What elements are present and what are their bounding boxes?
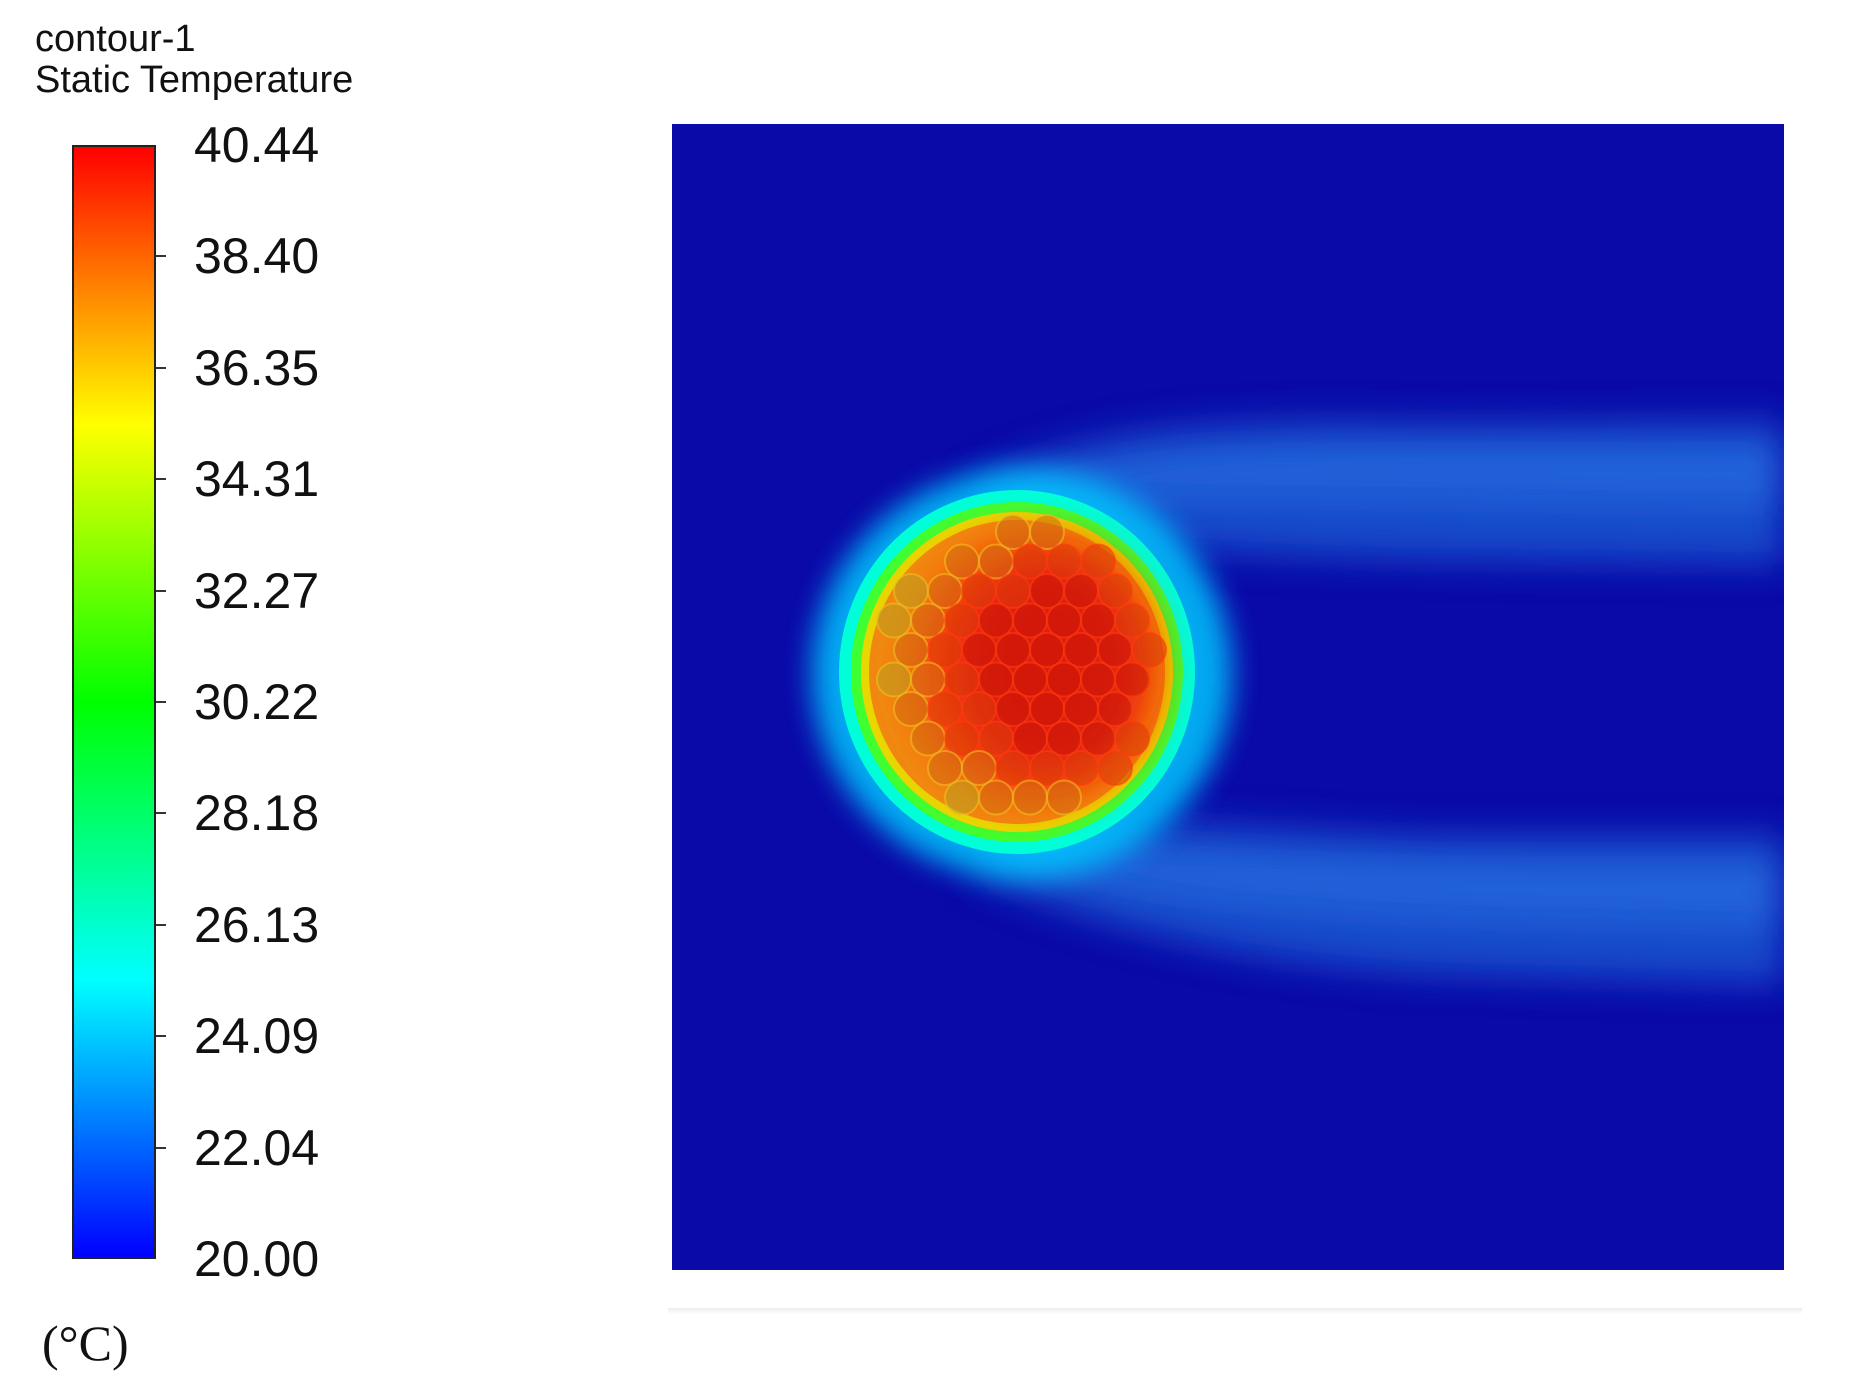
cell bbox=[1097, 750, 1133, 786]
colorbar-tick bbox=[156, 701, 166, 703]
legend-subtitle: Static Temperature bbox=[35, 59, 354, 101]
cell bbox=[910, 720, 946, 757]
wake-upper-inner bbox=[1002, 445, 1784, 504]
cell bbox=[995, 573, 1031, 609]
cell bbox=[944, 720, 980, 757]
cell bbox=[1080, 543, 1116, 580]
cell bbox=[961, 573, 997, 609]
colorbar-tick bbox=[156, 923, 166, 926]
cell bbox=[1063, 750, 1099, 786]
cell bbox=[910, 661, 946, 698]
colorbar-tick bbox=[156, 255, 166, 258]
colorbar-tick-label: 24.09 bbox=[194, 1008, 320, 1065]
cell bbox=[961, 750, 997, 786]
wake-lower-inner bbox=[1012, 839, 1784, 924]
cell bbox=[1080, 602, 1116, 639]
cell bbox=[1097, 632, 1133, 668]
cell bbox=[1080, 661, 1116, 698]
thermal-wake bbox=[972, 422, 1784, 984]
cell bbox=[1029, 514, 1065, 550]
cell bbox=[995, 632, 1031, 668]
cell bbox=[1046, 720, 1082, 757]
cell bbox=[893, 632, 929, 668]
cell bbox=[961, 632, 997, 668]
cell bbox=[1012, 661, 1048, 698]
cell bbox=[1012, 543, 1048, 580]
cell bbox=[1114, 661, 1150, 698]
cell bbox=[1046, 661, 1082, 698]
cell bbox=[1114, 720, 1150, 757]
plot-shadow bbox=[668, 1308, 1802, 1314]
colorbar-tick-label: 20.00 bbox=[194, 1231, 320, 1287]
cell bbox=[995, 750, 1031, 786]
cell bbox=[893, 573, 929, 609]
cell bbox=[978, 661, 1014, 698]
colorbar-tick bbox=[156, 478, 166, 481]
cell bbox=[944, 661, 980, 698]
cell bbox=[1114, 602, 1150, 639]
colorbar-tick bbox=[156, 366, 166, 369]
colorbar-tick bbox=[156, 1146, 166, 1149]
cell bbox=[1029, 691, 1065, 727]
cell bbox=[876, 661, 912, 698]
cell bbox=[1131, 632, 1167, 668]
cell bbox=[995, 691, 1031, 727]
colorbar-tick bbox=[156, 1035, 166, 1038]
cell bbox=[927, 691, 963, 727]
colorbar-tick-label: 28.18 bbox=[194, 785, 320, 842]
cell bbox=[1029, 750, 1065, 786]
colorbar-tick-label: 30.22 bbox=[194, 674, 320, 730]
cell bbox=[1046, 602, 1082, 639]
cell bbox=[1080, 720, 1116, 757]
cell bbox=[893, 691, 929, 727]
colorbar-tick-label: 22.04 bbox=[194, 1119, 320, 1176]
colorbar-tick bbox=[156, 812, 166, 815]
colorbar bbox=[72, 145, 156, 1259]
cell bbox=[1063, 573, 1099, 609]
colorbar-tick-label: 38.40 bbox=[194, 228, 320, 285]
unit-label: (°C) bbox=[42, 1315, 129, 1371]
colorbar-tick-label: 34.31 bbox=[194, 451, 320, 508]
cell bbox=[944, 602, 980, 639]
cell bbox=[978, 720, 1014, 757]
cell bbox=[995, 514, 1031, 550]
cell bbox=[927, 573, 963, 609]
cell bbox=[1046, 779, 1082, 816]
cell bbox=[1063, 632, 1099, 668]
cell bbox=[1012, 779, 1048, 816]
cell bbox=[1029, 632, 1065, 668]
cell bbox=[1029, 573, 1065, 609]
legend-title: contour-1 bbox=[35, 18, 196, 60]
cell bbox=[876, 602, 912, 639]
cell bbox=[910, 602, 946, 639]
cell bbox=[944, 779, 980, 816]
colorbar-tick-label: 36.35 bbox=[194, 339, 320, 396]
cell bbox=[1097, 691, 1133, 727]
cell bbox=[1012, 602, 1048, 639]
cell bbox=[1097, 573, 1133, 609]
cell bbox=[1046, 543, 1082, 580]
contour-plot bbox=[672, 124, 1784, 1270]
cell bbox=[1012, 720, 1048, 757]
colorbar-tick-label: 40.44 bbox=[194, 117, 320, 173]
cell bbox=[927, 632, 963, 668]
colorbar-tick-label: 32.27 bbox=[194, 562, 320, 619]
cell bbox=[1063, 691, 1099, 727]
cell bbox=[978, 543, 1014, 580]
cell-array bbox=[876, 514, 1167, 816]
cell bbox=[927, 750, 963, 786]
cell bbox=[978, 602, 1014, 639]
colorbar-tick-label: 26.13 bbox=[194, 896, 320, 953]
colorbar-tick bbox=[156, 589, 166, 592]
cell bbox=[944, 543, 980, 580]
cell bbox=[961, 691, 997, 727]
cell bbox=[978, 779, 1014, 816]
